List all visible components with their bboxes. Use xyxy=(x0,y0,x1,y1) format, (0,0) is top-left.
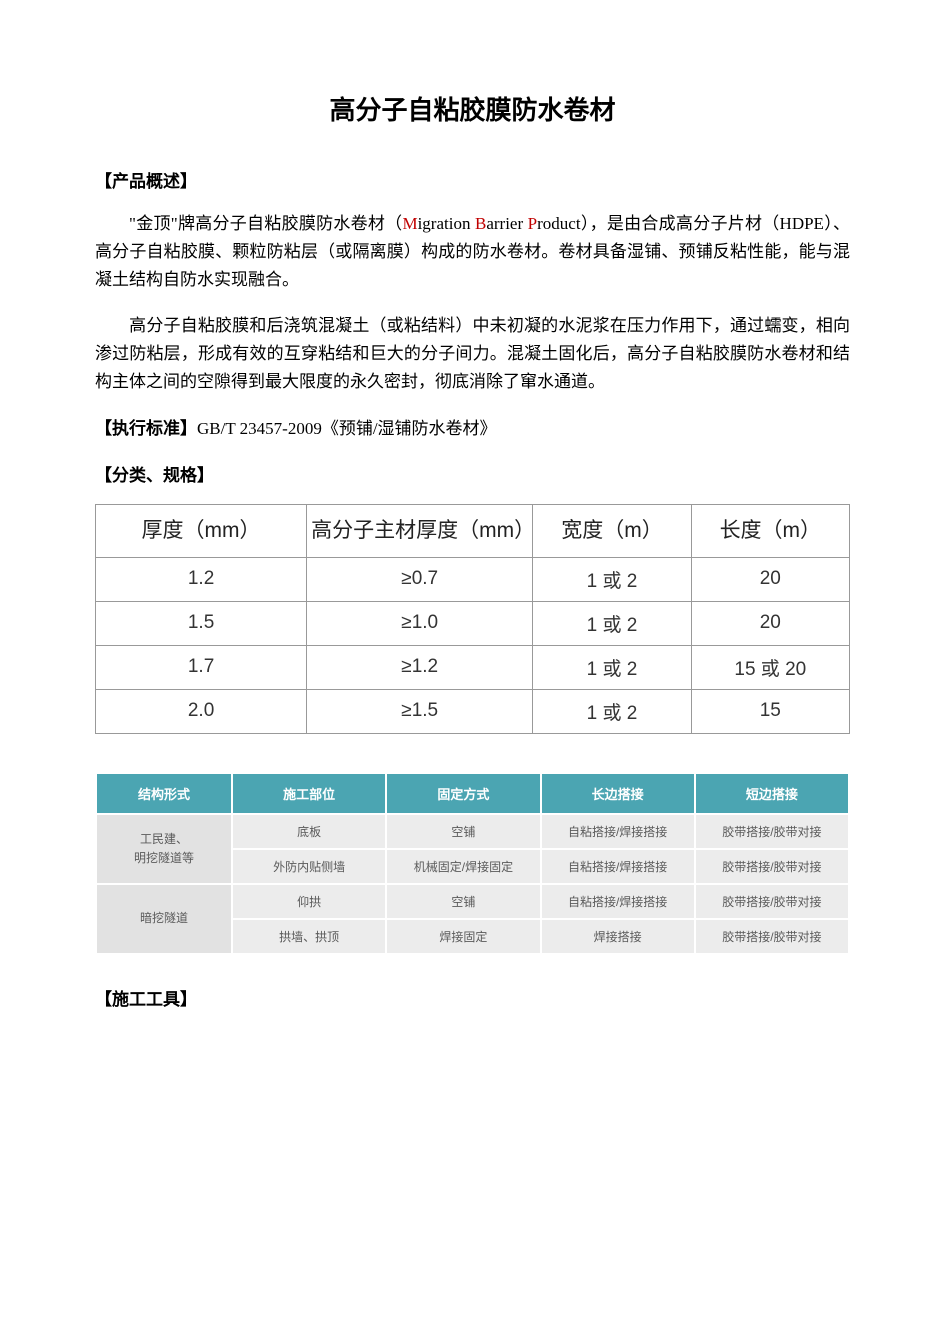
construct-header-row: 结构形式 施工部位 固定方式 长边搭接 短边搭接 xyxy=(96,773,849,814)
spec-header-cell: 宽度（m） xyxy=(533,505,691,558)
construct-cell: 仰拱 xyxy=(232,884,386,919)
spec-cell: 1.7 xyxy=(96,645,307,689)
construct-header-cell: 施工部位 xyxy=(232,773,386,814)
construct-cell: 胶带搭接/胶带对接 xyxy=(695,919,849,954)
standard-label: 【执行标准】 xyxy=(95,419,197,438)
section-heading-overview: 【产品概述】 xyxy=(95,167,850,192)
construct-cell: 底板 xyxy=(232,814,386,849)
spec-cell: 1 或 2 xyxy=(533,645,691,689)
construct-cell: 外防内贴侧墙 xyxy=(232,849,386,884)
spec-cell: 1 或 2 xyxy=(533,557,691,601)
p1-a: "金顶"牌高分子自粘胶膜防水卷材（ xyxy=(129,214,402,233)
spec-cell: 15 或 20 xyxy=(691,645,849,689)
construct-header-cell: 结构形式 xyxy=(96,773,232,814)
spec-cell: ≥1.2 xyxy=(307,645,533,689)
construct-cell: 自粘搭接/焊接搭接 xyxy=(541,884,695,919)
construct-header-cell: 短边搭接 xyxy=(695,773,849,814)
construct-cell: 焊接搭接 xyxy=(541,919,695,954)
standard-text: GB/T 23457-2009《预铺/湿铺防水卷材》 xyxy=(197,419,497,438)
construct-cell: 拱墙、拱顶 xyxy=(232,919,386,954)
section-heading-spec: 【分类、规格】 xyxy=(95,461,850,486)
spec-cell: 2.0 xyxy=(96,689,307,733)
p1-b: igration xyxy=(418,214,475,233)
spec-cell: 1.2 xyxy=(96,557,307,601)
construct-header-cell: 固定方式 xyxy=(386,773,540,814)
p1-m: M xyxy=(402,214,417,233)
section-heading-tools: 【施工工具】 xyxy=(95,985,850,1010)
spec-cell: 15 xyxy=(691,689,849,733)
construct-cell: 焊接固定 xyxy=(386,919,540,954)
spec-row: 2.0 ≥1.5 1 或 2 15 xyxy=(96,689,850,733)
construct-cell: 空铺 xyxy=(386,814,540,849)
spec-cell: ≥1.0 xyxy=(307,601,533,645)
spec-cell: 20 xyxy=(691,601,849,645)
construct-cell: 胶带搭接/胶带对接 xyxy=(695,849,849,884)
construct-cell: 自粘搭接/焊接搭接 xyxy=(541,849,695,884)
construct-header-cell: 长边搭接 xyxy=(541,773,695,814)
construct-row: 暗挖隧道 仰拱 空铺 自粘搭接/焊接搭接 胶带搭接/胶带对接 xyxy=(96,884,849,919)
spec-table: 厚度（mm） 高分子主材厚度（mm） 宽度（m） 长度（m） 1.2 ≥0.7 … xyxy=(95,504,850,734)
construct-cell: 胶带搭接/胶带对接 xyxy=(695,814,849,849)
construction-table: 结构形式 施工部位 固定方式 长边搭接 短边搭接 工民建、 明挖隧道等 底板 空… xyxy=(95,772,850,955)
standard-line: 【执行标准】GB/T 23457-2009《预铺/湿铺防水卷材》 xyxy=(95,414,850,439)
spec-row: 1.5 ≥1.0 1 或 2 20 xyxy=(96,601,850,645)
p2-text: 高分子自粘胶膜和后浇筑混凝土（或粘结料）中未初凝的水泥浆在压力作用下，通过蠕变，… xyxy=(95,316,850,391)
spec-header-cell: 厚度（mm） xyxy=(96,505,307,558)
document-title: 高分子自粘胶膜防水卷材 xyxy=(95,90,850,127)
spec-cell: 1 或 2 xyxy=(533,601,691,645)
spec-header-row: 厚度（mm） 高分子主材厚度（mm） 宽度（m） 长度（m） xyxy=(96,505,850,558)
spec-cell: 1 或 2 xyxy=(533,689,691,733)
construct-rowhead: 工民建、 明挖隧道等 xyxy=(96,814,232,884)
spec-cell: 1.5 xyxy=(96,601,307,645)
p1-c: arrier xyxy=(486,214,527,233)
spec-row: 1.7 ≥1.2 1 或 2 15 或 20 xyxy=(96,645,850,689)
construct-cell: 自粘搭接/焊接搭接 xyxy=(541,814,695,849)
construct-cell: 空铺 xyxy=(386,884,540,919)
p1-pp: P xyxy=(528,214,537,233)
paragraph-overview-1: "金顶"牌高分子自粘胶膜防水卷材（Migration Barrier Produ… xyxy=(95,210,850,294)
p1-bb: B xyxy=(475,214,486,233)
spec-header-cell: 长度（m） xyxy=(691,505,849,558)
spec-row: 1.2 ≥0.7 1 或 2 20 xyxy=(96,557,850,601)
construct-cell: 机械固定/焊接固定 xyxy=(386,849,540,884)
spec-cell: ≥0.7 xyxy=(307,557,533,601)
construct-rowhead: 暗挖隧道 xyxy=(96,884,232,954)
construct-cell: 胶带搭接/胶带对接 xyxy=(695,884,849,919)
construct-row: 工民建、 明挖隧道等 底板 空铺 自粘搭接/焊接搭接 胶带搭接/胶带对接 xyxy=(96,814,849,849)
spec-cell: 20 xyxy=(691,557,849,601)
spec-header-cell: 高分子主材厚度（mm） xyxy=(307,505,533,558)
spec-cell: ≥1.5 xyxy=(307,689,533,733)
paragraph-overview-2: 高分子自粘胶膜和后浇筑混凝土（或粘结料）中未初凝的水泥浆在压力作用下，通过蠕变，… xyxy=(95,312,850,396)
